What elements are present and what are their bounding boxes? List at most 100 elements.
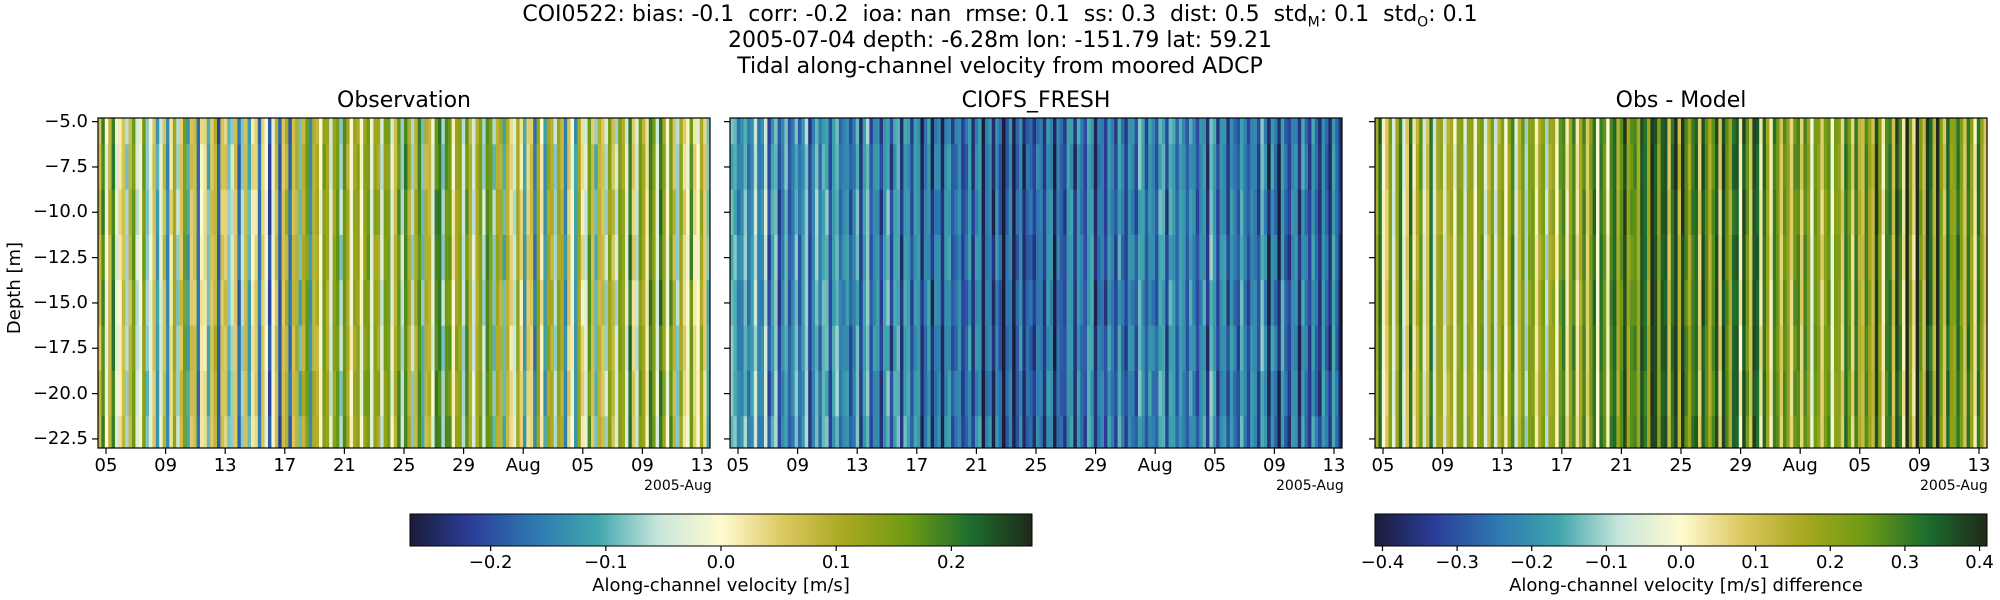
heatmap-cell <box>502 280 507 327</box>
heatmap-cell <box>998 118 1003 145</box>
heatmap-cell <box>1066 234 1071 281</box>
heatmap-cell <box>240 416 245 449</box>
heatmap-cell <box>1036 144 1040 191</box>
heatmap-cell <box>1168 370 1173 417</box>
heatmap-cell <box>1616 118 1621 145</box>
heatmap-cell <box>1422 234 1427 281</box>
heatmap-cell <box>468 370 473 417</box>
heatmap-cell <box>1029 370 1033 417</box>
heatmap-cell <box>1511 234 1515 281</box>
heatmap-cell <box>934 280 938 327</box>
heatmap-cell <box>614 234 619 281</box>
heatmap-cell <box>319 370 323 417</box>
heatmap-cell <box>1820 234 1825 281</box>
heatmap-cell <box>108 416 112 449</box>
heatmap-cell <box>244 280 248 327</box>
heatmap-cell <box>1253 118 1258 145</box>
heatmap-cell <box>132 118 136 145</box>
heatmap-cell <box>169 234 174 281</box>
heatmap-cell <box>1114 325 1118 372</box>
heatmap-cell <box>872 118 877 145</box>
heatmap-cell <box>1409 189 1413 236</box>
heatmap-cell <box>937 325 942 372</box>
heatmap-cell <box>516 234 520 281</box>
heatmap-cell <box>974 370 979 417</box>
heatmap-cell <box>1090 416 1095 449</box>
heatmap-cell <box>1942 118 1947 145</box>
heatmap-cell <box>461 189 466 236</box>
heatmap-cell <box>509 234 514 281</box>
heatmap-cell <box>1192 144 1197 191</box>
heatmap-cell <box>448 234 452 281</box>
heatmap-cell <box>1243 370 1248 417</box>
heatmap-cell <box>659 118 663 145</box>
heatmap-cell <box>655 118 660 145</box>
heatmap-cell <box>251 118 255 145</box>
heatmap-cell <box>937 118 942 145</box>
heatmap-cell <box>1002 280 1006 327</box>
heatmap-cell <box>1915 189 1920 236</box>
heatmap-cell <box>1572 325 1576 372</box>
heatmap-cell <box>1704 325 1709 372</box>
heatmap-cell <box>879 280 884 327</box>
heatmap-cell <box>1847 370 1852 417</box>
heatmap-cell <box>1558 118 1563 145</box>
heatmap-cell <box>257 370 262 417</box>
heatmap-cell <box>1687 189 1692 236</box>
heatmap-cell <box>1732 234 1736 281</box>
heatmap-cell <box>1528 189 1532 236</box>
heatmap-cell <box>1059 234 1064 281</box>
heatmap-cell <box>193 325 197 372</box>
heatmap-cell <box>1487 234 1491 281</box>
heatmap-cell <box>1490 280 1495 327</box>
heatmap-cell <box>1936 280 1940 327</box>
heatmap-cell <box>268 118 272 145</box>
heatmap-cell <box>696 370 701 417</box>
x-tick-label: 09 <box>786 455 810 476</box>
heatmap-cell <box>264 416 269 449</box>
heatmap-cell <box>1463 325 1468 372</box>
heatmap-cell <box>1331 144 1336 191</box>
heatmap-cell <box>1070 234 1074 281</box>
heatmap-cell <box>1664 280 1668 327</box>
heatmap-cell <box>1524 234 1529 281</box>
heatmap-cell <box>1514 416 1519 449</box>
heatmap-cell <box>1335 416 1339 449</box>
heatmap-cell <box>686 370 690 417</box>
heatmap-cell <box>285 416 289 449</box>
heatmap-cell <box>743 416 748 449</box>
heatmap-cell <box>825 144 829 191</box>
heatmap-cell <box>1497 144 1502 191</box>
heatmap-cell <box>135 189 140 236</box>
heatmap-cell <box>1657 118 1661 145</box>
heatmap-cell <box>1104 144 1108 191</box>
heatmap-cell <box>482 118 486 145</box>
heatmap-cell <box>1837 280 1842 327</box>
heatmap-cell <box>777 189 782 236</box>
heatmap-cell <box>1460 144 1464 191</box>
heatmap-cell <box>1976 280 1981 327</box>
heatmap-cell <box>183 370 187 417</box>
heatmap-cell <box>506 325 510 372</box>
heatmap-cell <box>1728 189 1733 236</box>
heatmap-cell <box>499 280 503 327</box>
heatmap-cell <box>227 280 231 327</box>
heatmap-cell <box>1439 370 1444 417</box>
heatmap-cell <box>1946 325 1950 372</box>
heatmap-cell <box>893 118 897 145</box>
heatmap-cell <box>1949 144 1954 191</box>
heatmap-cell <box>322 118 327 145</box>
heatmap-cell <box>1402 118 1406 145</box>
heatmap-cell <box>940 416 945 449</box>
heatmap-cell <box>1223 234 1227 281</box>
heatmap-cell <box>917 370 921 417</box>
heatmap-cell <box>1477 370 1481 417</box>
heatmap-cell <box>1236 144 1241 191</box>
heatmap-cell <box>1260 234 1265 281</box>
heatmap-cell <box>1704 118 1709 145</box>
heatmap-cell <box>1070 280 1074 327</box>
heatmap-cell <box>1426 189 1430 236</box>
heatmap-cell <box>1592 416 1597 449</box>
heatmap-cell <box>1793 325 1797 372</box>
heatmap-cell <box>478 280 483 327</box>
